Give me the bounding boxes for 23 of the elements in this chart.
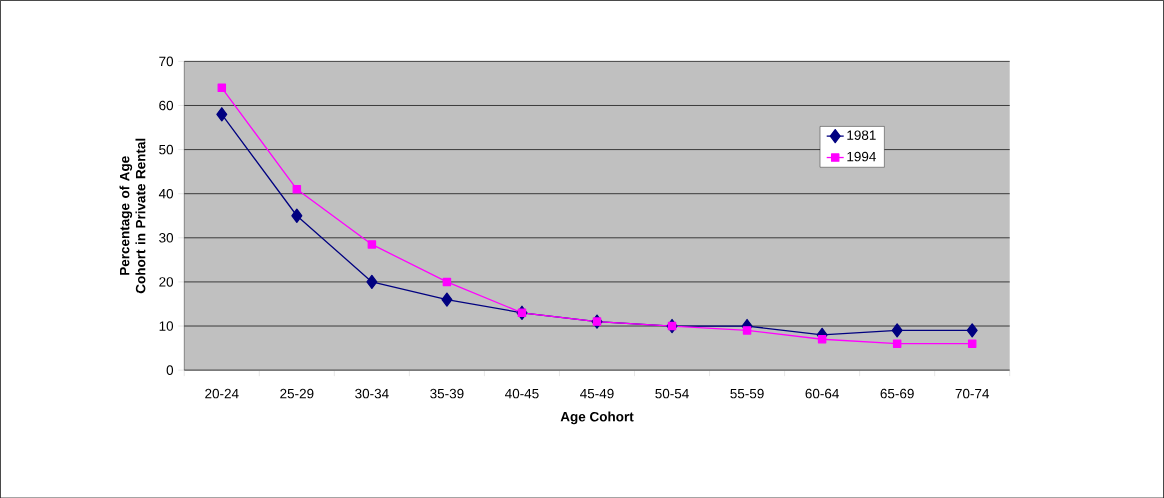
- y-tick-label: 0: [166, 365, 174, 375]
- x-tick-label: 65-69: [880, 388, 914, 399]
- y-tick-label: 70: [159, 56, 174, 66]
- y-tick-label: 40: [158, 188, 174, 199]
- x-axis-title: Age Cohort: [560, 411, 634, 424]
- y-axis-title: Percentage of Age Cohort in Private Rental: [119, 138, 146, 293]
- y-tick-label: 60: [159, 100, 174, 111]
- x-tick-label: 70-74: [955, 388, 990, 399]
- y-tick-label: 10: [159, 321, 174, 331]
- x-tick-label: 20-24: [205, 388, 239, 399]
- x-tick-label: 50-54: [655, 388, 689, 399]
- x-tick-label: 60-64: [805, 388, 839, 399]
- y-tick-label: 20: [159, 276, 174, 287]
- x-tick-label: 55-59: [730, 388, 764, 399]
- legend-label: 1994: [847, 151, 876, 162]
- y-tick-label: 50: [159, 144, 174, 155]
- x-tick-label: 35-39: [430, 388, 464, 399]
- x-tick-label: 30-34: [355, 388, 389, 399]
- legend-label: 1981: [847, 130, 876, 140]
- x-tick-label: 45-49: [580, 388, 614, 399]
- x-tick-label: 40-45: [505, 388, 539, 399]
- y-tick-label: 30: [159, 232, 174, 243]
- x-tick-label: 25-29: [280, 388, 314, 399]
